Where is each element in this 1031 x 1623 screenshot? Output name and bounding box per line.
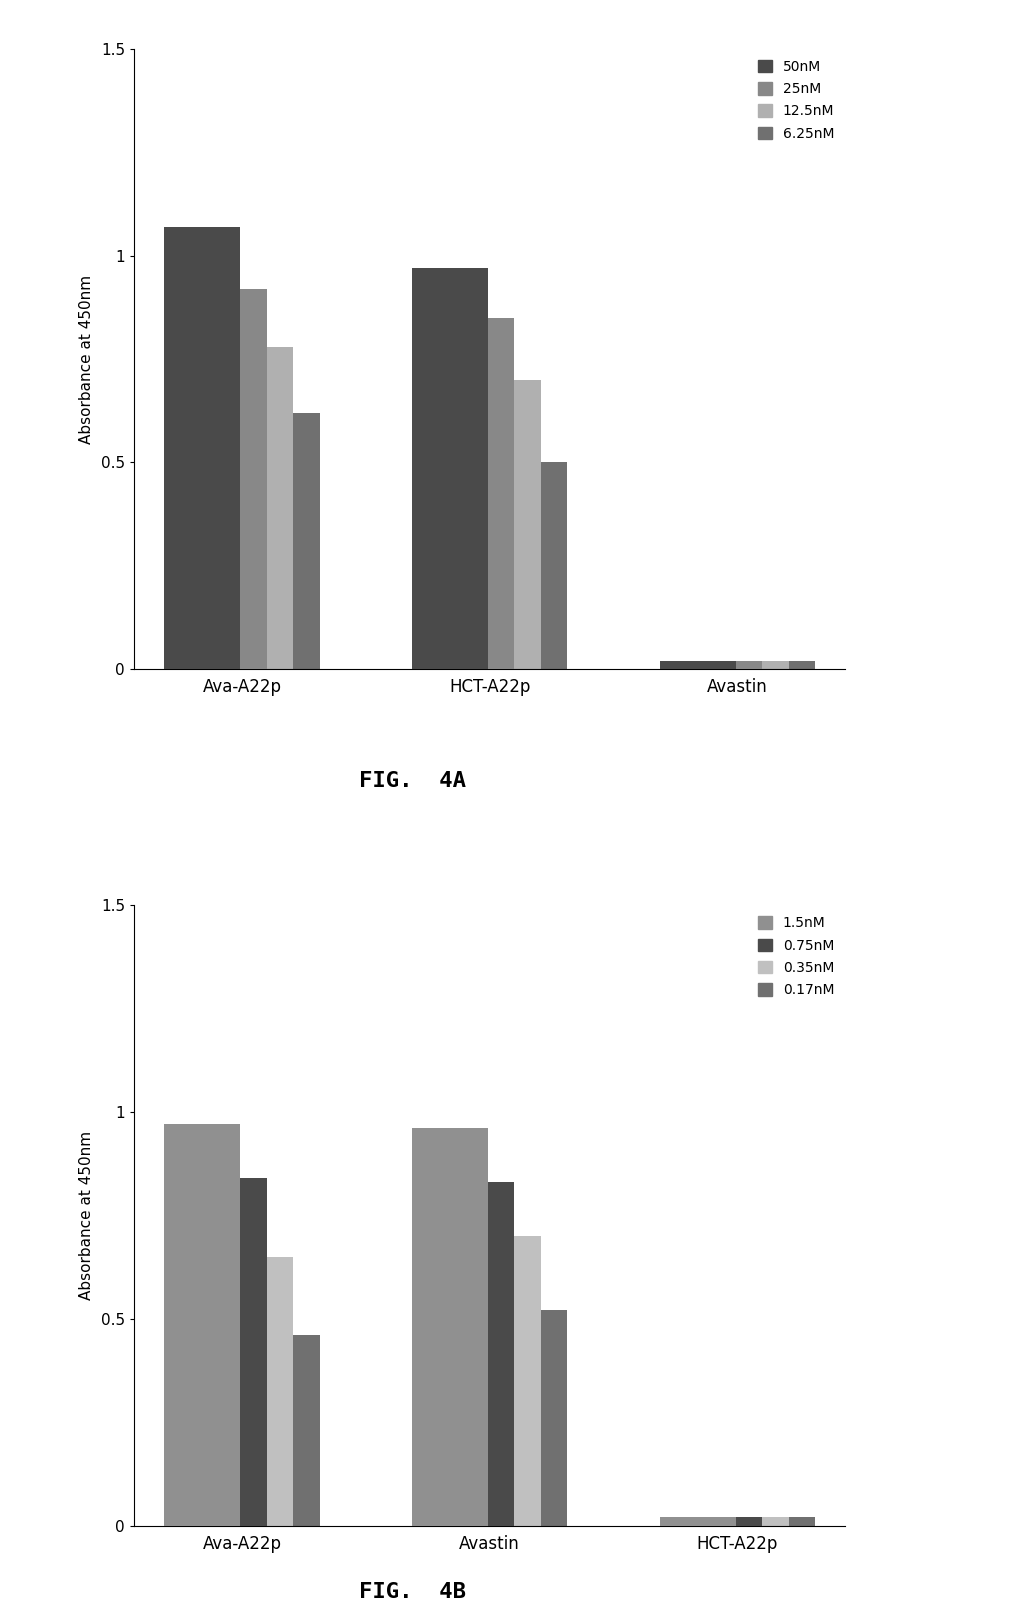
Bar bbox=[412, 268, 488, 669]
Bar bbox=[164, 227, 240, 669]
Legend: 50nM, 25nM, 12.5nM, 6.25nM: 50nM, 25nM, 12.5nM, 6.25nM bbox=[754, 55, 838, 144]
Bar bbox=[660, 661, 736, 669]
Bar bbox=[438, 1182, 514, 1526]
Bar bbox=[438, 318, 514, 669]
Bar bbox=[712, 661, 789, 669]
Y-axis label: Absorbance at 450nm: Absorbance at 450nm bbox=[79, 274, 94, 443]
Bar bbox=[164, 1125, 240, 1526]
Bar bbox=[191, 289, 267, 669]
Bar bbox=[218, 347, 293, 669]
Bar bbox=[243, 1336, 320, 1526]
Bar bbox=[687, 661, 762, 669]
Bar bbox=[465, 380, 541, 669]
Bar bbox=[492, 1310, 567, 1526]
Bar bbox=[412, 1128, 488, 1526]
Bar bbox=[739, 661, 816, 669]
Bar bbox=[739, 1518, 816, 1526]
Bar bbox=[243, 412, 320, 669]
Bar bbox=[712, 1518, 789, 1526]
Bar bbox=[465, 1237, 541, 1526]
Bar bbox=[218, 1256, 293, 1526]
Bar bbox=[687, 1518, 762, 1526]
Y-axis label: Absorbance at 450nm: Absorbance at 450nm bbox=[79, 1131, 94, 1300]
Text: FIG.  4B: FIG. 4B bbox=[359, 1582, 466, 1602]
Bar bbox=[191, 1178, 267, 1526]
Bar bbox=[660, 1518, 736, 1526]
Bar bbox=[492, 463, 567, 669]
Legend: 1.5nM, 0.75nM, 0.35nM, 0.17nM: 1.5nM, 0.75nM, 0.35nM, 0.17nM bbox=[754, 912, 838, 1001]
Text: FIG.  4A: FIG. 4A bbox=[359, 771, 466, 790]
